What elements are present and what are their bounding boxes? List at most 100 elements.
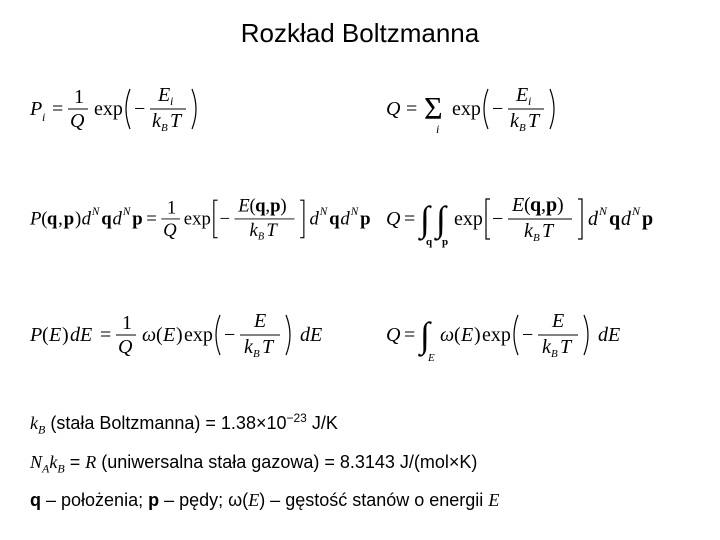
- svg-text:∫: ∫: [418, 199, 432, 241]
- svg-text:p: p: [64, 209, 74, 230]
- svg-text:d: d: [340, 209, 350, 230]
- svg-text:−: −: [219, 209, 230, 230]
- def-symbols: q – położenia; p – pędy; ω(E) – gęstość …: [30, 490, 690, 511]
- svg-text:E: E: [427, 352, 435, 364]
- svg-text:i: i: [436, 122, 439, 136]
- eq-Pi: P i = 1 Q exp − E i: [30, 79, 386, 139]
- svg-text:ω: ω: [440, 324, 454, 346]
- equation-row-2: P ( q , p ) d N q d N p = 1 Q: [30, 185, 690, 251]
- svg-text:E: E: [460, 324, 473, 346]
- svg-text:q: q: [329, 209, 340, 230]
- svg-text:P: P: [30, 324, 42, 346]
- svg-text:dE: dE: [300, 324, 322, 346]
- svg-text:p: p: [270, 195, 280, 216]
- svg-text:d: d: [588, 208, 599, 230]
- svg-text:d: d: [309, 209, 319, 230]
- svg-text:i: i: [528, 94, 531, 108]
- svg-text:dE: dE: [598, 324, 620, 346]
- svg-text:exp: exp: [184, 209, 211, 230]
- svg-text:): ): [474, 324, 481, 346]
- svg-text:exp: exp: [454, 208, 483, 230]
- svg-text:∫: ∫: [418, 315, 432, 357]
- svg-text:q: q: [101, 209, 112, 230]
- svg-text:Q: Q: [118, 336, 133, 358]
- svg-text:−: −: [492, 208, 503, 230]
- svg-text:): ): [557, 194, 564, 216]
- svg-text:Q: Q: [386, 98, 401, 120]
- svg-text:d: d: [621, 208, 632, 230]
- svg-text:q: q: [530, 194, 541, 216]
- svg-text:i: i: [42, 110, 45, 124]
- svg-text:T: T: [262, 336, 275, 358]
- svg-text:): ): [62, 324, 69, 346]
- svg-text:B: B: [258, 232, 265, 243]
- svg-text:N: N: [350, 206, 360, 218]
- svg-text:p: p: [546, 194, 557, 216]
- svg-text:1: 1: [122, 312, 132, 334]
- eq-PE: P ( E ) dE = 1 Q ω ( E ) exp −: [30, 305, 386, 365]
- svg-text:P: P: [30, 209, 41, 230]
- svg-text:B: B: [253, 348, 260, 360]
- svg-text:E: E: [237, 195, 250, 216]
- equation-row-1: P i = 1 Q exp − E i: [30, 77, 690, 141]
- svg-text:−: −: [522, 324, 533, 346]
- svg-text:−: −: [492, 98, 503, 120]
- svg-text:E: E: [511, 194, 524, 216]
- svg-text:E: E: [48, 324, 61, 346]
- svg-text:E: E: [515, 84, 528, 106]
- svg-text:∫: ∫: [434, 199, 448, 241]
- svg-text:d: d: [82, 209, 92, 230]
- svg-text:P: P: [30, 98, 42, 120]
- svg-text:E: E: [162, 324, 175, 346]
- svg-text:Σ: Σ: [424, 90, 443, 126]
- svg-text:1: 1: [167, 197, 176, 218]
- svg-text:N: N: [598, 204, 608, 218]
- svg-text:(: (: [156, 324, 163, 346]
- svg-text:,: ,: [58, 209, 63, 230]
- svg-text:p: p: [642, 208, 653, 230]
- svg-text:E: E: [157, 84, 170, 106]
- svg-text:N: N: [319, 206, 329, 218]
- eq-Q-doubleint: Q = ∫ q ∫ p exp − E ( q , p ): [386, 185, 690, 251]
- eq-Pqp: P ( q , p ) d N q d N p = 1 Q: [30, 187, 386, 249]
- svg-text:Q: Q: [70, 110, 85, 132]
- svg-text:d: d: [113, 209, 123, 230]
- def-kB: kB (stała Boltzmanna) = 1.38×10−23 J/K: [30, 411, 690, 438]
- svg-text:E: E: [253, 310, 266, 332]
- svg-text:exp: exp: [482, 324, 511, 346]
- svg-text:q: q: [609, 208, 620, 230]
- svg-text:=: =: [100, 324, 111, 346]
- svg-text:E: E: [551, 310, 564, 332]
- svg-text:T: T: [560, 336, 573, 358]
- svg-text:−: −: [134, 98, 145, 120]
- svg-text:): ): [280, 195, 286, 216]
- svg-text:(: (: [42, 324, 49, 346]
- svg-text:B: B: [161, 122, 168, 134]
- eq-Q-sum: Q = Σ i exp − E i k B T: [386, 77, 690, 141]
- svg-text:T: T: [528, 110, 541, 132]
- svg-text:p: p: [132, 209, 142, 230]
- svg-text:ω: ω: [142, 324, 156, 346]
- equation-row-3: P ( E ) dE = 1 Q ω ( E ) exp −: [30, 303, 690, 367]
- svg-text:B: B: [533, 232, 540, 244]
- svg-text:N: N: [91, 206, 101, 218]
- svg-text:i: i: [170, 94, 173, 108]
- svg-text:=: =: [406, 98, 417, 120]
- svg-text:q: q: [255, 195, 266, 216]
- svg-text:N: N: [122, 206, 132, 218]
- eq-Q-Eint: Q = ∫ E ω ( E ) exp − E k B T: [386, 303, 690, 367]
- svg-text:dE: dE: [70, 324, 92, 346]
- svg-text:=: =: [146, 209, 157, 230]
- svg-text:=: =: [404, 208, 415, 230]
- def-R: NAkB = R (uniwersalna stała gazowa) = 8.…: [30, 452, 690, 477]
- svg-text:p: p: [360, 209, 370, 230]
- svg-text:B: B: [519, 122, 526, 134]
- svg-text:=: =: [52, 98, 63, 120]
- svg-text:B: B: [551, 348, 558, 360]
- svg-text:T: T: [170, 110, 183, 132]
- svg-text:=: =: [404, 324, 415, 346]
- svg-text:exp: exp: [452, 98, 481, 120]
- svg-text:Q: Q: [163, 220, 177, 241]
- svg-text:N: N: [631, 204, 641, 218]
- svg-text:T: T: [266, 220, 278, 241]
